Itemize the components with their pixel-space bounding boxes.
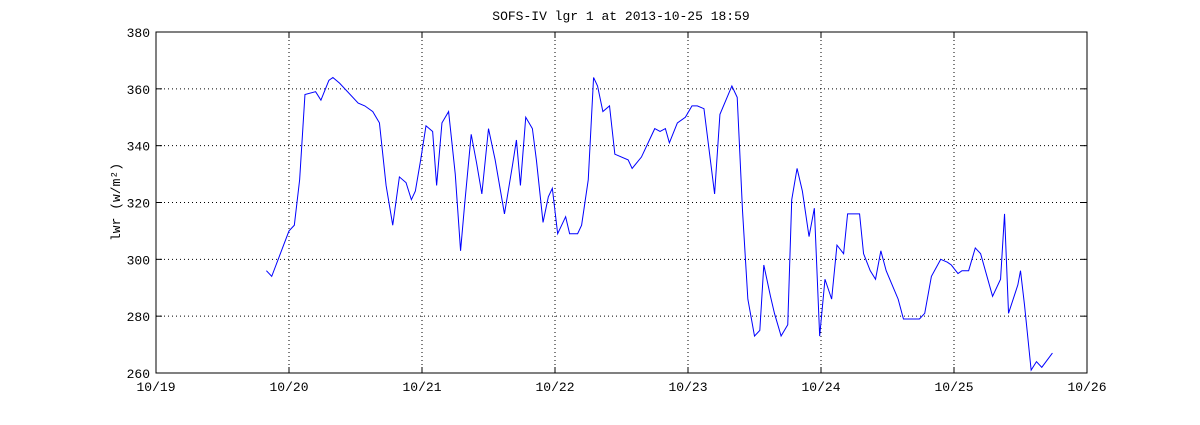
y-tick-label: 340 xyxy=(127,140,150,155)
y-tick-label: 260 xyxy=(127,367,150,382)
plot-frame xyxy=(155,31,1088,374)
x-tick-label: 10/25 xyxy=(934,380,973,395)
x-tick-label: 10/20 xyxy=(269,380,308,395)
chart-title: SOFS-IV lgr 1 at 2013-10-25 18:59 xyxy=(492,9,749,24)
y-axis-label: lwr (w/m²) xyxy=(109,163,124,241)
x-tick-label: 10/24 xyxy=(801,380,840,395)
y-tick-label: 300 xyxy=(127,253,150,268)
data-line xyxy=(266,76,1053,372)
y-tick-label: 280 xyxy=(127,310,150,325)
x-tick-label: 10/21 xyxy=(402,380,441,395)
x-tick-label: 10/19 xyxy=(136,380,175,395)
plot-area xyxy=(156,32,1087,373)
x-tick-label: 10/22 xyxy=(535,380,574,395)
y-tick-label: 380 xyxy=(127,26,150,41)
y-tick-label: 360 xyxy=(127,83,150,98)
x-tick-label: 10/23 xyxy=(668,380,707,395)
x-tick-label: 10/26 xyxy=(1067,380,1106,395)
y-tick-label: 320 xyxy=(127,197,150,212)
